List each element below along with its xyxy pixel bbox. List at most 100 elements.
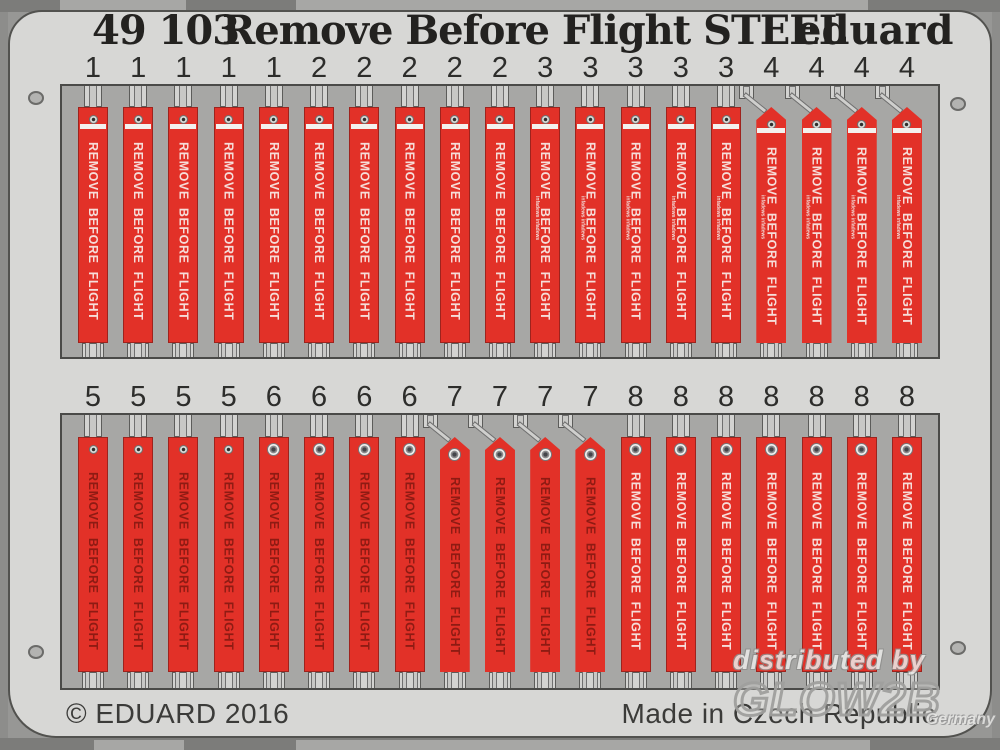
- rbf-streamer: REMOVE BEFORE FLIGHT: [304, 437, 335, 672]
- ribbon-number-label: 4: [763, 52, 780, 84]
- grommet-eyelet: [540, 115, 550, 124]
- screw-hole: [28, 645, 44, 659]
- rbf-streamer: REMOVE BEFORE FLIGHT: [213, 107, 244, 343]
- attachment-tab: [265, 342, 271, 357]
- attachment-tab: [457, 671, 463, 688]
- attachment-tab: [819, 671, 825, 688]
- ribbon-number-label: 4: [808, 52, 825, 84]
- grommet-band: [802, 128, 831, 133]
- ribbon-number-label: 1: [84, 52, 102, 84]
- attachment-tab: [718, 671, 724, 688]
- rbf-streamer: REMOVE BEFORE FLIGHT infadews infadews: [620, 107, 651, 343]
- attachment-tab: [220, 671, 226, 688]
- ribbon-panel-top: 1 REMOVE BEFORE FLIGHT 1 REMOVE BEFORE FLIG…: [60, 53, 940, 359]
- ribbon-number-label: 8: [627, 381, 644, 413]
- ribbon-number-label: 6: [311, 381, 328, 413]
- grommet-eyelet: [900, 443, 914, 456]
- ribbon-number-label: 1: [175, 52, 192, 84]
- grommet-band: [170, 124, 197, 129]
- grommet-eyelet: [224, 445, 234, 454]
- fret-frame-tab: [296, 740, 870, 750]
- rbf-streamer: REMOVE BEFORE FLIGHT: [304, 107, 335, 343]
- attachment-tab: [315, 415, 324, 438]
- attachment-tab: [491, 671, 497, 688]
- attachment-tab: [729, 671, 735, 688]
- ribbon-number-label: 5: [220, 381, 237, 413]
- rbf-streamer: REMOVE BEFORE FLIGHT: [846, 437, 877, 672]
- attachment-tab: [265, 671, 271, 688]
- rbf-streamer: REMOVE BEFORE FLIGHT: [665, 437, 696, 672]
- attachment-tab: [718, 342, 724, 357]
- attachment-tab: [909, 342, 915, 357]
- ribbon-number-label: 8: [853, 381, 870, 413]
- ribbon-number-label: 8: [672, 381, 689, 413]
- attachment-tab: [412, 671, 418, 688]
- plate-title: Remove Before Flight STEEL: [222, 7, 847, 54]
- attachment-tab: [819, 342, 825, 357]
- rbf-streamer: REMOVE BEFORE FLIGHT infadews infadews: [891, 107, 922, 343]
- ribbon-number-label: 7: [582, 381, 599, 413]
- ribbon-number-label: 1: [130, 52, 147, 84]
- ribbon-number-label: 2: [491, 52, 509, 84]
- grommet-eyelet: [719, 443, 733, 456]
- ribbon-number-label: 2: [401, 52, 418, 84]
- rbf-streamer: REMOVE BEFORE FLIGHT: [484, 107, 515, 343]
- rbf-streamer: REMOVE BEFORE FLIGHT: [801, 437, 832, 672]
- part-number: 49 103: [92, 7, 240, 54]
- attachment-tab: [502, 671, 508, 688]
- ribbon-number-label: 7: [491, 381, 509, 413]
- attachment-tab: [898, 342, 904, 357]
- streamer-text: REMOVE BEFORE FLIGHT: [628, 142, 643, 321]
- attachment-tab: [638, 342, 644, 357]
- ribbon-number-label: 3: [672, 52, 689, 84]
- streamer-text: REMOVE BEFORE FLIGHT: [809, 472, 824, 651]
- attachment-cord: [426, 421, 452, 443]
- attachment-tab: [593, 671, 599, 688]
- grommet-band: [441, 124, 468, 129]
- attachment-tab: [405, 415, 414, 438]
- grommet-eyelet: [267, 443, 281, 456]
- rbf-streamer: REMOVE BEFORE FLIGHT infadews infadews: [711, 107, 742, 343]
- grommet-eyelet: [88, 115, 98, 124]
- streamer-microtext: infadews infadews: [624, 196, 631, 241]
- attachment-tab: [676, 415, 685, 438]
- attachment-tab: [864, 342, 870, 357]
- grommet-eyelet: [764, 443, 778, 456]
- attachment-tab: [537, 342, 543, 357]
- grommet-eyelet: [314, 115, 324, 124]
- ribbon-number-label: 4: [898, 52, 916, 84]
- grommet-band: [532, 124, 559, 129]
- attachment-tab: [186, 342, 192, 357]
- grommet-eyelet: [405, 115, 415, 124]
- attachment-tab: [367, 671, 373, 688]
- attachment-tab: [638, 671, 644, 688]
- ribbon-number-label: 5: [175, 381, 192, 413]
- grommet-eyelet: [178, 115, 188, 124]
- attachment-tab: [902, 415, 911, 438]
- grommet-eyelet: [674, 443, 688, 456]
- screw-hole: [950, 97, 966, 111]
- streamer-text: REMOVE BEFORE FLIGHT: [719, 142, 734, 321]
- rbf-streamer: REMOVE BEFORE FLIGHT infadews infadews: [756, 107, 787, 343]
- attachment-tab: [85, 342, 90, 357]
- attachment-tab: [582, 342, 588, 357]
- rbf-streamer: REMOVE BEFORE FLIGHT infadews infadews: [665, 107, 696, 343]
- attachment-tab: [627, 671, 633, 688]
- attachment-tab: [360, 86, 369, 108]
- grommet-band: [892, 128, 921, 133]
- rbf-streamer: REMOVE BEFORE FLIGHT: [213, 437, 244, 672]
- rbf-streamer: REMOVE BEFORE FLIGHT: [530, 437, 561, 672]
- copyright-text: © EDUARD 2016: [66, 698, 290, 729]
- ribbon-number-label: 7: [446, 381, 463, 413]
- attachment-tab: [134, 86, 143, 108]
- grommet-eyelet: [403, 443, 417, 456]
- attachment-tab: [356, 671, 362, 688]
- attachment-cord: [516, 421, 542, 443]
- grommet-eyelet: [178, 445, 188, 454]
- attachment-tab: [130, 342, 136, 357]
- attachment-tab: [175, 671, 181, 688]
- grommet-band: [577, 124, 604, 129]
- grommet-eyelet: [224, 115, 234, 124]
- grommet-eyelet: [721, 115, 731, 124]
